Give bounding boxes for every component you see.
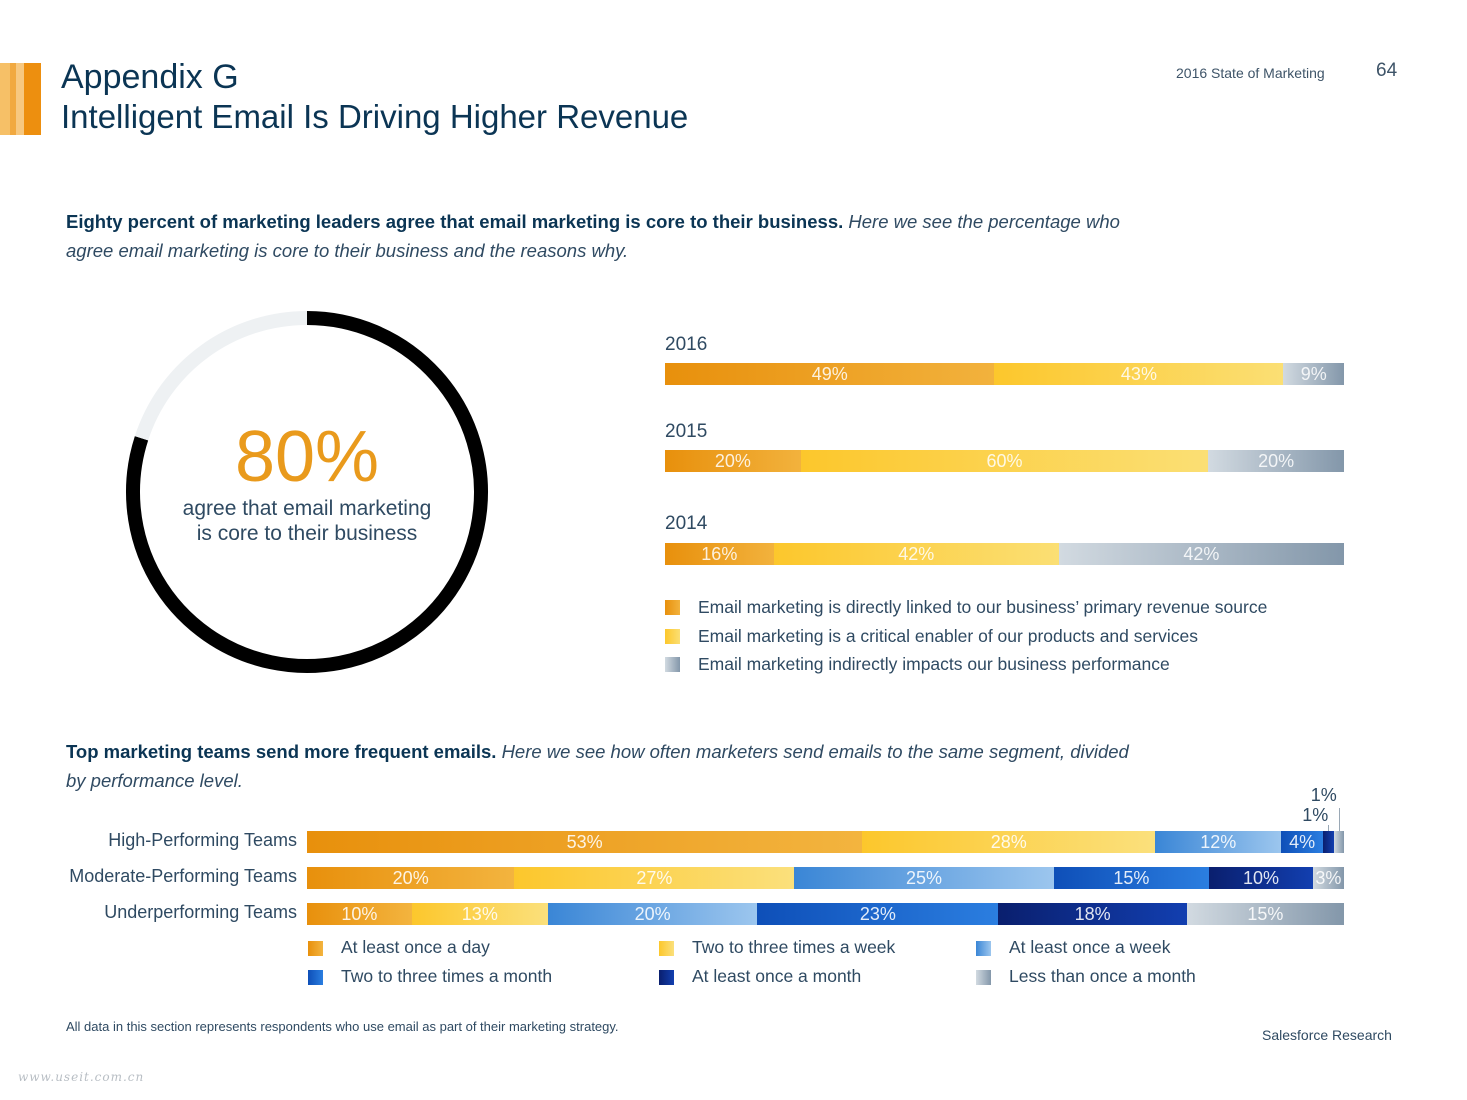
donut-chart	[126, 311, 488, 673]
legend-label: Less than once a month	[1009, 966, 1196, 986]
page-title: Appendix G	[61, 58, 239, 96]
bar-segment-row2-3: 25%	[794, 867, 1054, 889]
legend-swatch	[659, 970, 674, 985]
legend-label: At least once a week	[1009, 937, 1171, 957]
legend-label: Email marketing indirectly impacts our b…	[698, 654, 1170, 674]
bar-segment-row2-6: 3%	[1312, 867, 1344, 889]
donut-value-label: 80%	[234, 417, 380, 497]
bar-segment-row2-5: 10%	[1209, 867, 1313, 889]
legend-label: Email marketing is a critical enabler of…	[698, 626, 1198, 646]
stacked-bar-2015: 20% 60% 20%	[665, 450, 1344, 472]
callout-label-less-than-monthly: 1%	[1310, 785, 1337, 805]
bar-segment-row1-3: 12%	[1155, 831, 1282, 853]
legend-label: Two to three times a month	[341, 966, 553, 986]
legend-label: At least once a month	[692, 966, 862, 986]
footnote: All data in this section represents resp…	[66, 1019, 619, 1034]
legend-swatch	[659, 941, 674, 956]
section2-intro-bold: Top marketing teams send more frequent e…	[66, 741, 497, 762]
legend-label: Two to three times a week	[692, 937, 896, 957]
bar-segment-row1-1: 53%	[307, 831, 863, 853]
legend-swatch	[308, 970, 323, 985]
row-label-1: High-Performing Teams	[108, 830, 297, 850]
bar-segment-row3-6: 15%	[1186, 903, 1344, 925]
legend-swatch	[665, 600, 680, 615]
bar-segment-row2-4: 15%	[1053, 867, 1210, 889]
legend-label: At least once a day	[341, 937, 490, 957]
bar-segment-row3-3: 20%	[547, 903, 758, 925]
legend-swatch	[976, 970, 991, 985]
donut-slice-remainder	[134, 311, 308, 441]
callout-label-once-a-month: 1%	[1302, 805, 1329, 825]
bar-segment-row3-2: 13%	[411, 903, 548, 925]
section1-intro-bold: Eighty percent of marketing leaders agre…	[66, 211, 844, 232]
donut-slice-agree	[126, 311, 488, 673]
bar-segment-2015-3: 20%	[1208, 450, 1344, 472]
watermark: www.useit.com.cn	[18, 1070, 145, 1084]
callout-line	[1328, 825, 1330, 831]
stacked-bar-row-3: 10% 13% 20% 23% 18% 15%	[307, 903, 1344, 925]
bar-segment-2014-1: 16%	[665, 543, 774, 565]
callout-line	[1338, 808, 1340, 831]
stacked-bar-row-2: 20% 27% 25% 15% 10% 3%	[307, 867, 1344, 889]
page-subtitle: Intelligent Email Is Driving Higher Reve…	[61, 98, 689, 135]
bar-segment-2015-2: 60%	[800, 450, 1209, 472]
section2-intro-italic-2: by performance level.	[66, 770, 243, 791]
bar-segment-2016-1: 49%	[665, 363, 995, 385]
bar-segment-2014-3: 42%	[1058, 543, 1344, 565]
bar-segment-row3-5: 18%	[998, 903, 1187, 925]
bar-segment-row1-6	[1333, 831, 1344, 853]
bar-segment-row3-4: 23%	[757, 903, 999, 925]
stacked-bar-2014: 16% 42% 42%	[665, 543, 1344, 565]
donut-caption-line1: agree that email marketing	[182, 497, 432, 520]
bar-segment-2014-2: 42%	[773, 543, 1059, 565]
section1-intro-italic-2: agree email marketing is core to their b…	[66, 240, 629, 261]
legend-swatch	[665, 629, 680, 644]
report-name: 2016 State of Marketing	[1176, 65, 1325, 81]
section1-intro: Eighty percent of marketing leaders agre…	[66, 207, 1120, 236]
legend-swatch	[665, 657, 680, 672]
bar-segment-2016-3: 9%	[1283, 363, 1344, 385]
header-accent-bar	[0, 63, 41, 135]
year-label-2014: 2014	[665, 513, 708, 534]
section1-intro-line2: agree email marketing is core to their b…	[66, 236, 628, 265]
legend-swatch	[308, 941, 323, 956]
bar-segment-2016-2: 43%	[994, 363, 1284, 385]
bar-segment-row1-5	[1323, 831, 1334, 853]
row-label-3: Underperforming Teams	[104, 902, 297, 922]
footer-brand: Salesforce Research	[1262, 1027, 1392, 1043]
section2-intro-italic-1: Here we see how often marketers send ema…	[501, 741, 1129, 762]
bar-segment-row1-4: 4%	[1281, 831, 1324, 853]
bar-segment-2015-1: 20%	[665, 450, 801, 472]
stacked-bar-row-1: 53% 28% 12% 4%	[307, 831, 1344, 853]
year-label-2016: 2016	[665, 334, 708, 355]
legend-label: Email marketing is directly linked to ou…	[698, 597, 1268, 617]
legend-swatch	[976, 941, 991, 956]
row-label-2: Moderate-Performing Teams	[69, 866, 297, 886]
donut-caption-line2: is core to their business	[196, 522, 418, 545]
bar-segment-row2-2: 27%	[514, 867, 795, 889]
bar-segment-row2-1: 20%	[307, 867, 515, 889]
section2-intro: Top marketing teams send more frequent e…	[66, 737, 1129, 766]
stacked-bar-2016: 49% 43% 9%	[665, 363, 1344, 385]
page-number: 64	[1376, 60, 1398, 81]
bar-segment-row1-2: 28%	[862, 831, 1156, 853]
section1-intro-italic-1: Here we see the percentage who	[848, 211, 1120, 232]
bar-segment-row3-1: 10%	[307, 903, 412, 925]
section2-intro-line2: by performance level.	[66, 766, 243, 795]
year-label-2015: 2015	[665, 421, 708, 442]
